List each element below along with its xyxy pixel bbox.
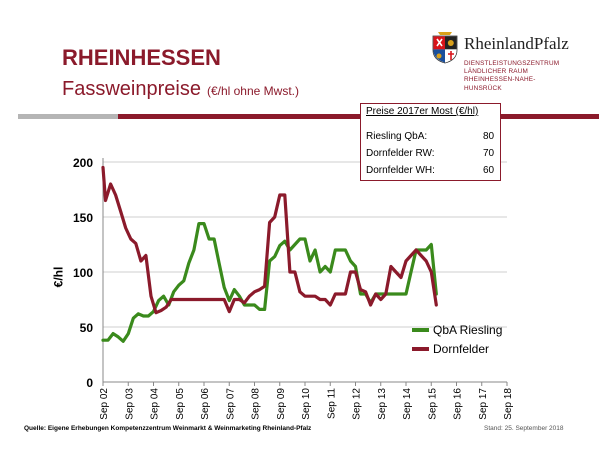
page-subtitle: Fassweinpreise (€/hl ohne Mwst.): [62, 78, 299, 101]
logo-org-line: DIENSTLEISTUNGSZENTRUM: [464, 60, 560, 67]
x-tick-label: Sep 06: [200, 388, 211, 420]
price-row-value: 80: [483, 131, 495, 142]
series-line-qba-riesling: [101, 222, 438, 343]
subtitle-text: Fassweinpreise: [62, 78, 201, 100]
title-bar-grey: [18, 114, 118, 119]
x-tick-label: Sep 15: [427, 388, 438, 420]
x-tick-label: Sep 03: [124, 388, 135, 420]
y-tick-label: 200: [73, 156, 93, 170]
price-row-value: 60: [483, 165, 495, 176]
source-note: Quelle: Eigene Erhebungen Kompetenzzentr…: [24, 425, 312, 432]
x-tick-label: Sep 04: [150, 388, 161, 420]
logo-org: DIENSTLEISTUNGSZENTRUM LÄNDLICHER RAUM R…: [464, 60, 559, 93]
price-row-label: Riesling QbA:: [366, 131, 428, 142]
y-tick-label: 100: [73, 266, 93, 280]
crest-icon: [432, 32, 458, 64]
logo: RheinlandPfalz DIENSTLEISTUNGSZENTRUM LÄ…: [430, 30, 590, 100]
price-row-label: Dornfelder WH:: [366, 165, 435, 176]
x-tick-label: Sep 13: [377, 388, 388, 420]
page-title: RHEINHESSEN: [62, 45, 221, 70]
price-row-dornfelder-wh: Dornfelder WH: 60: [366, 165, 496, 176]
x-tick-label: Sep 05: [175, 388, 186, 420]
x-tick-label: Sep 18: [503, 388, 514, 420]
x-tick-label: Sep 09: [276, 388, 287, 420]
y-tick-label: 50: [80, 321, 94, 335]
x-tick-label: Sep 10: [301, 388, 312, 420]
logo-org-line: RHEINHESSEN-NAHE-: [464, 76, 536, 84]
legend-label: QbA Riesling: [433, 323, 502, 337]
title-bar-red: [118, 114, 599, 119]
x-tick-label: Sep 11: [326, 388, 337, 419]
x-tick-label: Sep 12: [352, 388, 363, 420]
price-box-title: Preise 2017er Most (€/hl): [366, 106, 479, 117]
legend-label: Dornfelder: [433, 342, 489, 356]
subtitle-unit: (€/hl ohne Mwst.): [206, 84, 299, 98]
x-tick-label: Sep 08: [251, 388, 262, 420]
y-tick-label: 0: [86, 376, 93, 390]
price-row-riesling: Riesling QbA: 80: [366, 131, 496, 142]
logo-name: RheinlandPfalz: [464, 34, 569, 53]
logo-org-line: HUNSRÜCK: [464, 84, 502, 92]
x-tick-label: Sep 14: [402, 388, 413, 420]
price-row-label: Dornfelder RW:: [366, 148, 435, 159]
x-tick-label: Sep 02: [99, 388, 110, 420]
logo-org-line: LÄNDLICHER RAUM: [464, 68, 529, 76]
price-row-dornfelder-rw: Dornfelder RW: 70: [366, 148, 496, 159]
price-box: Preise 2017er Most (€/hl) Riesling QbA: …: [360, 103, 501, 181]
series-line-dornfelder: [101, 165, 438, 315]
y-axis-label: €/hl: [51, 266, 66, 288]
date-note: Stand: 25. September 2018: [484, 425, 564, 432]
x-tick-label: Sep 17: [478, 388, 489, 420]
y-tick-label: 150: [73, 211, 93, 225]
x-tick-label: Sep 07: [225, 388, 236, 420]
x-tick-label: Sep 16: [453, 388, 464, 420]
price-row-value: 70: [483, 148, 495, 159]
